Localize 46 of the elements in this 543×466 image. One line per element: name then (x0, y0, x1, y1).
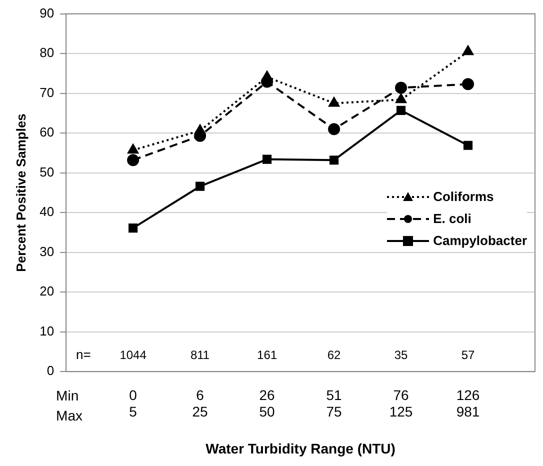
annotation: n= (76, 347, 91, 362)
annotation: 57 (461, 348, 476, 362)
x-tick-label: 126 981 (456, 386, 480, 420)
point (128, 224, 138, 233)
y-tick-label: 50 (40, 164, 54, 180)
text: Max (56, 407, 83, 424)
x-tick-label: 26 50 (259, 386, 276, 420)
y-tick-label: 0 (46, 363, 54, 378)
y-tick-label: 30 (40, 244, 54, 259)
point (194, 124, 206, 134)
annotation: 811 (190, 348, 210, 362)
point (396, 106, 406, 115)
point (329, 156, 339, 165)
point (396, 94, 406, 104)
y-tick-label: 10 (40, 323, 54, 338)
point (328, 123, 340, 136)
point (395, 82, 408, 94)
annotation: 161 (257, 348, 278, 362)
text: Min (56, 387, 79, 404)
y-axis-title: Percent Positive Samples (13, 114, 28, 272)
annotation: 62 (327, 348, 342, 362)
point (463, 140, 473, 150)
annotation: 35 (394, 348, 408, 362)
annotation: 1044 (120, 348, 147, 362)
point (262, 71, 272, 81)
x-tick-label: 0 5 (129, 386, 138, 420)
point (128, 144, 138, 154)
point (127, 154, 140, 166)
point (328, 97, 340, 107)
x-tick-label: 51 75 (326, 386, 342, 420)
y-tick-label: 20 (40, 284, 54, 299)
point (462, 46, 474, 56)
point (462, 78, 474, 90)
y-tick-label: 40 (40, 204, 54, 220)
point (262, 154, 272, 164)
y-tick-label: 90 (40, 5, 54, 20)
legend-label: Campylobacter (433, 232, 527, 250)
x-tick-label: 6 25 (192, 386, 208, 420)
y-tick-label: 60 (40, 124, 54, 140)
legend-label: Coliforms (433, 188, 494, 206)
legend-label: E. coli (433, 210, 472, 228)
x-axis-title: Water Turbidity Range (NTU) (206, 440, 396, 456)
x-tick-label: 76 125 (389, 386, 413, 420)
y-tick-label: 70 (40, 84, 54, 100)
y-tick-label: 80 (40, 45, 54, 60)
point (196, 182, 205, 191)
